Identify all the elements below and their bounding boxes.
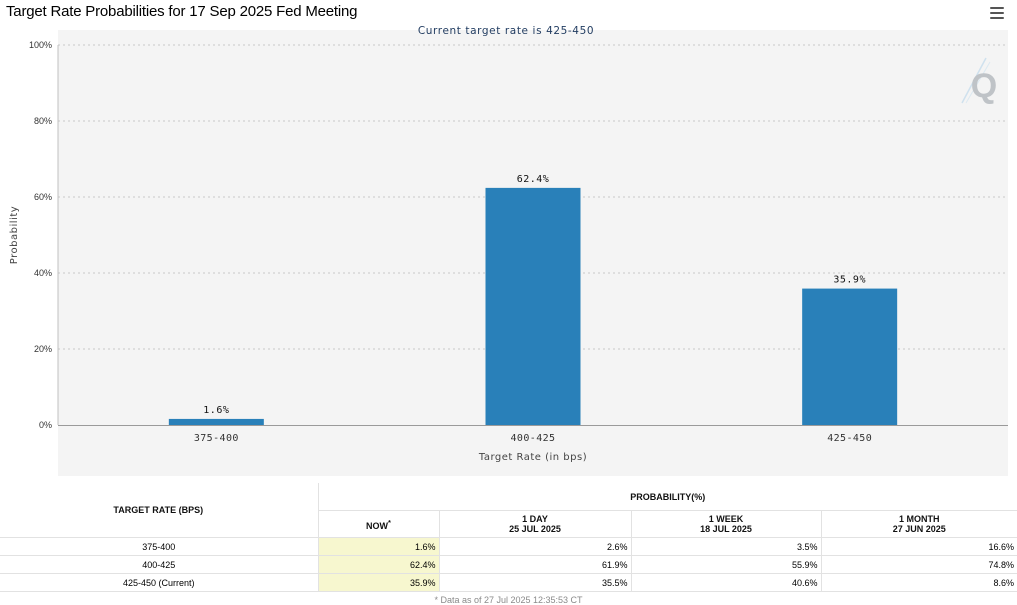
- table-row: 400-425 62.4% 61.9% 55.9% 74.8%: [0, 555, 1017, 574]
- y-tick-label: 0%: [39, 420, 52, 430]
- col-1week-date: 18 JUL 2025: [700, 524, 752, 534]
- row-1month: 16.6%: [820, 537, 1017, 556]
- probability-table: TARGET RATE (BPS) PROBABILITY(%) NOW* 1 …: [0, 483, 1017, 592]
- x-axis-title: Target Rate (in bps): [478, 452, 587, 463]
- bar-data-label: 1.6%: [203, 405, 229, 416]
- row-1week: 40.6%: [630, 573, 821, 592]
- bar-chart: Current target rate is 425-450 0% 20% 40% 6…: [9, 25, 1008, 476]
- col-1month-date: 27 JUN 2025: [892, 524, 946, 534]
- q-logo-icon: Q: [961, 57, 997, 105]
- row-1day: 2.6%: [438, 537, 631, 556]
- col-now-header: NOW*: [317, 510, 439, 538]
- x-tick-label: 425-450: [827, 433, 872, 444]
- data-timestamp-footnote: * Data as of 27 Jul 2025 12:35:53 CT: [434, 595, 583, 605]
- row-now: 35.9%: [317, 573, 439, 592]
- y-tick-label: 100%: [29, 40, 52, 50]
- probability-header: PROBABILITY(%): [317, 483, 1017, 511]
- menu-line: [990, 17, 1004, 19]
- row-1day: 61.9%: [438, 555, 631, 574]
- menu-line: [990, 7, 1004, 9]
- bar: [485, 187, 581, 425]
- bar-data-label: 62.4%: [517, 174, 550, 185]
- y-tick-label: 60%: [34, 192, 52, 202]
- col-now-asterisk: *: [388, 517, 391, 527]
- col-1day-date: 25 JUL 2025: [509, 524, 561, 534]
- row-1week: 55.9%: [630, 555, 821, 574]
- x-tick-label: 400-425: [511, 433, 556, 444]
- row-now: 62.4%: [317, 555, 439, 574]
- x-tick-label: 375-400: [194, 433, 239, 444]
- row-1week: 3.5%: [630, 537, 821, 556]
- col-now-label: NOW: [366, 520, 389, 531]
- bar: [802, 288, 898, 425]
- row-rate: 375-400: [0, 537, 318, 556]
- row-1month: 8.6%: [820, 573, 1017, 592]
- chart-subtitle: Current target rate is 425-450: [418, 25, 594, 37]
- y-axis-title: Probability: [9, 206, 20, 264]
- probability-table-container: TARGET RATE (BPS) PROBABILITY(%) NOW* 1 …: [0, 483, 1017, 605]
- col-1week-label: 1 WEEK: [708, 514, 744, 524]
- row-1day: 35.5%: [438, 573, 631, 592]
- page-title: Target Rate Probabilities for 17 Sep 202…: [6, 3, 358, 20]
- col-1week-header: 1 WEEK 18 JUL 2025: [630, 510, 821, 538]
- y-tick-label: 80%: [34, 116, 52, 126]
- y-tick-label: 40%: [34, 268, 52, 278]
- col-1day-label: 1 DAY: [522, 514, 548, 524]
- bar: [168, 418, 264, 425]
- row-rate: 400-425: [0, 555, 318, 574]
- y-tick-label: 20%: [34, 344, 52, 354]
- col-1month-label: 1 MONTH: [899, 514, 940, 524]
- row-rate: 425-450 (Current): [0, 573, 318, 592]
- menu-line: [990, 12, 1004, 14]
- table-row: 425-450 (Current) 35.9% 35.5% 40.6% 8.6%: [0, 573, 1017, 592]
- table-row: 375-400 1.6% 2.6% 3.5% 16.6%: [0, 537, 1017, 556]
- target-rate-header: TARGET RATE (BPS): [0, 483, 318, 538]
- svg-text:Q: Q: [971, 67, 997, 105]
- hamburger-menu-icon[interactable]: [990, 7, 1004, 21]
- bar-data-label: 35.9%: [833, 275, 866, 286]
- row-now: 1.6%: [317, 537, 439, 556]
- row-1month: 74.8%: [820, 555, 1017, 574]
- col-1month-header: 1 MONTH 27 JUN 2025: [820, 510, 1017, 538]
- col-1day-header: 1 DAY 25 JUL 2025: [438, 510, 631, 538]
